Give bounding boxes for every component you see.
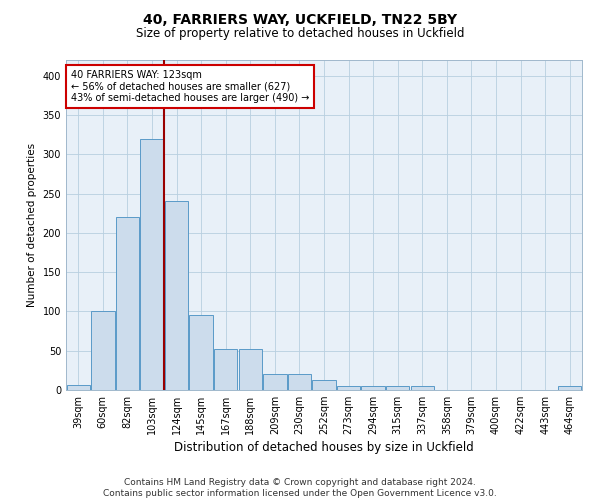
Bar [361,386,385,390]
Text: Size of property relative to detached houses in Uckfield: Size of property relative to detached ho… [136,28,464,40]
Bar [239,349,262,390]
X-axis label: Distribution of detached houses by size in Uckfield: Distribution of detached houses by size … [174,442,474,454]
Bar [558,386,581,390]
Bar [214,349,238,390]
Bar [190,316,213,390]
Bar [91,312,115,390]
Bar [337,386,360,390]
Text: Contains HM Land Registry data © Crown copyright and database right 2024.
Contai: Contains HM Land Registry data © Crown c… [103,478,497,498]
Bar [410,386,434,390]
Bar [165,202,188,390]
Bar [313,380,335,390]
Bar [386,386,409,390]
Bar [140,138,164,390]
Bar [263,374,287,390]
Y-axis label: Number of detached properties: Number of detached properties [27,143,37,307]
Bar [116,217,139,390]
Text: 40 FARRIERS WAY: 123sqm
← 56% of detached houses are smaller (627)
43% of semi-d: 40 FARRIERS WAY: 123sqm ← 56% of detache… [71,70,310,103]
Text: 40, FARRIERS WAY, UCKFIELD, TN22 5BY: 40, FARRIERS WAY, UCKFIELD, TN22 5BY [143,12,457,26]
Bar [288,374,311,390]
Bar [67,384,90,390]
